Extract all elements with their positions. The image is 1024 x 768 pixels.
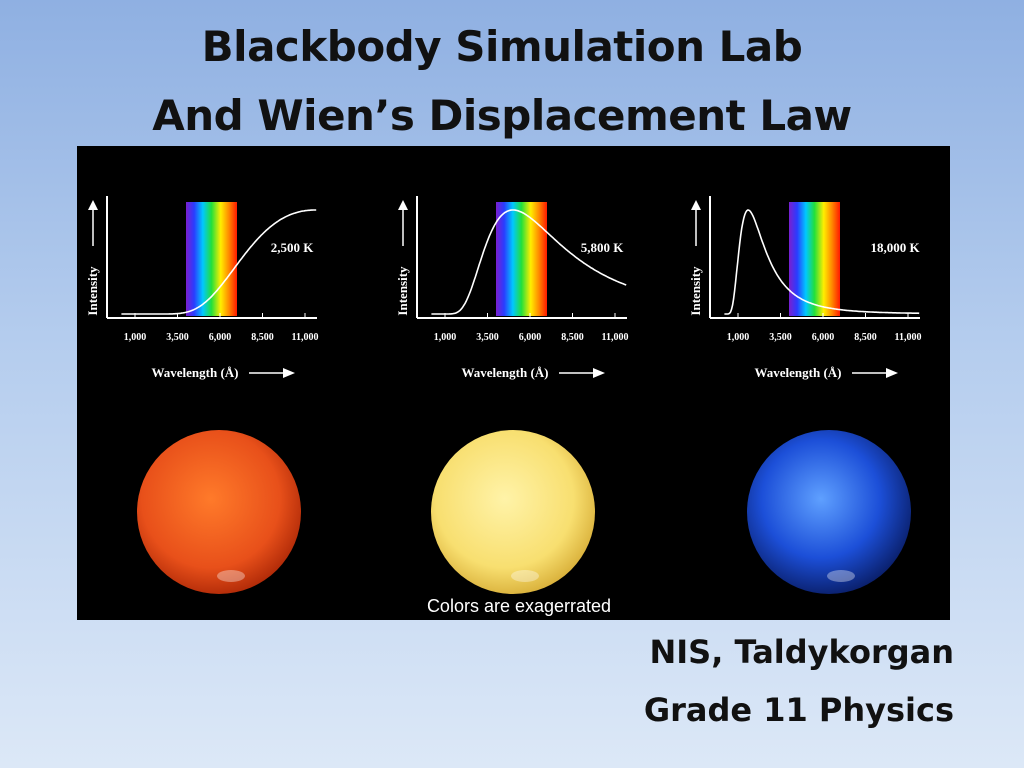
yellow-star bbox=[431, 430, 595, 594]
slide-title-line-1: Blackbody Simulation Lab bbox=[201, 22, 803, 71]
blackbody-curve-1 bbox=[121, 209, 317, 315]
y-arrow-head bbox=[691, 200, 701, 210]
footer-school: NIS, Taldykorgan bbox=[649, 633, 954, 671]
x-axis-label: Wavelength (Å) bbox=[754, 365, 841, 380]
blue-star bbox=[747, 430, 911, 594]
spectrum-panel-2: Intensity 5,800 K 1,000 3,500 6,000 8,500 11,0… bbox=[395, 196, 628, 380]
red-star-highlight bbox=[217, 570, 245, 582]
blue-star-highlight bbox=[827, 570, 855, 582]
x-arrow-head bbox=[283, 368, 295, 378]
blackbody-figure: Intensity 2,500 K 1,000 3,500 6,000 8,500 11,0… bbox=[77, 146, 950, 620]
temperature-label: 2,500 K bbox=[271, 240, 315, 255]
slide-title-line-2: And Wien’s Displacement Law bbox=[152, 91, 852, 140]
y-arrow-head bbox=[398, 200, 408, 210]
temperature-label: 18,000 K bbox=[870, 240, 920, 255]
x-tick-label: 11,000 bbox=[895, 332, 922, 343]
x-tick-label: 1,000 bbox=[434, 332, 457, 343]
x-tick-label: 8,500 bbox=[854, 332, 877, 343]
spectrum-panel-1: Intensity 2,500 K 1,000 3,500 6,000 8,500 11,0… bbox=[85, 196, 318, 380]
y-axis-label: Intensity bbox=[688, 266, 703, 316]
x-tick-label: 8,500 bbox=[561, 332, 584, 343]
x-arrow-head bbox=[593, 368, 605, 378]
red-star bbox=[137, 430, 301, 594]
x-tick-label: 6,000 bbox=[209, 332, 232, 343]
x-axis-label: Wavelength (Å) bbox=[151, 365, 238, 380]
x-tick-label: 3,500 bbox=[769, 332, 792, 343]
spectrum-panel-3: Intensity 18,000 K 1,000 3,500 6,000 8,500 11,… bbox=[688, 196, 921, 380]
y-axis-label: Intensity bbox=[395, 266, 410, 316]
x-tick-label: 11,000 bbox=[292, 332, 319, 343]
x-axis-label: Wavelength (Å) bbox=[461, 365, 548, 380]
yellow-star-disc bbox=[431, 430, 595, 594]
blackbody-curve-2 bbox=[431, 209, 627, 315]
visible-spectrum-band bbox=[186, 202, 237, 316]
figure-caption: Colors are exagerrated bbox=[427, 596, 611, 616]
x-tick-label: 3,500 bbox=[166, 332, 189, 343]
x-tick-label: 1,000 bbox=[124, 332, 147, 343]
blackbody-curve-3 bbox=[724, 209, 920, 315]
red-star-disc bbox=[137, 430, 301, 594]
y-axis-label: Intensity bbox=[85, 266, 100, 316]
temperature-label: 5,800 K bbox=[581, 240, 625, 255]
x-tick-label: 3,500 bbox=[476, 332, 499, 343]
x-tick-label: 6,000 bbox=[812, 332, 835, 343]
blackbody-figure-svg: Intensity 2,500 K 1,000 3,500 6,000 8,500 11,0… bbox=[85, 196, 921, 616]
blue-star-disc bbox=[747, 430, 911, 594]
x-tick-label: 11,000 bbox=[602, 332, 629, 343]
y-arrow-head bbox=[88, 200, 98, 210]
yellow-star-highlight bbox=[511, 570, 539, 582]
x-tick-label: 6,000 bbox=[519, 332, 542, 343]
x-tick-label: 1,000 bbox=[727, 332, 750, 343]
x-tick-label: 8,500 bbox=[251, 332, 274, 343]
footer-course: Grade 11 Physics bbox=[643, 691, 954, 729]
x-arrow-head bbox=[886, 368, 898, 378]
visible-spectrum-band bbox=[789, 202, 840, 316]
visible-spectrum-band bbox=[496, 202, 547, 316]
